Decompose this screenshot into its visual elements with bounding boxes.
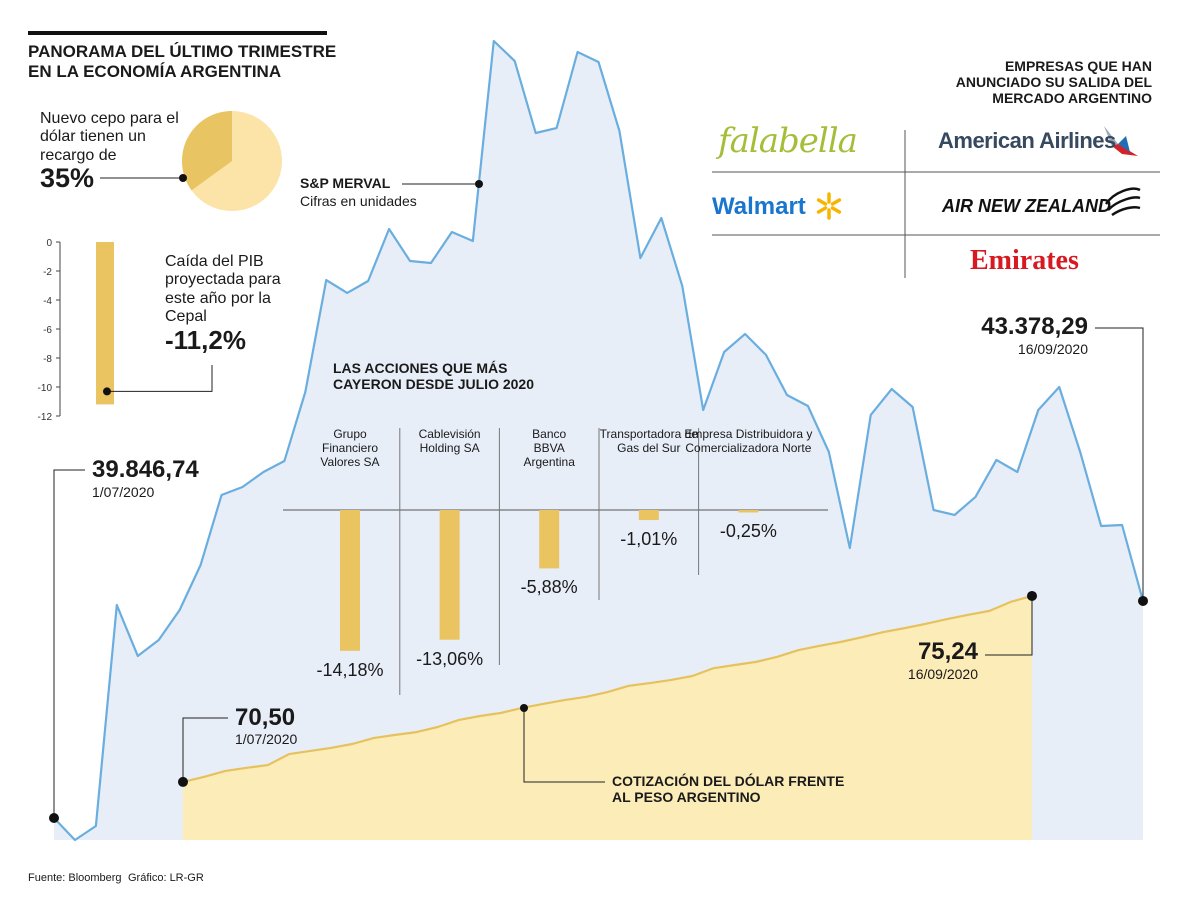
logo-shape [1118, 136, 1130, 152]
line [53, 39, 1145, 842]
logo-shape [1104, 126, 1118, 146]
company-logo: American Airlines [938, 128, 1116, 153]
pie-caption: Nuevo cepo para el dólar tienen un recar… [40, 110, 179, 164]
series-subtitle: Cifras en unidades [300, 193, 417, 209]
leader-line [1095, 327, 1144, 601]
series-title: S&P MERVAL [300, 175, 391, 191]
value-label: -13,06% [416, 648, 484, 669]
aa-logo [1104, 126, 1138, 156]
bar [638, 510, 659, 521]
leader-line [985, 595, 1033, 656]
bar [738, 510, 759, 513]
value-label: -1,01% [620, 529, 678, 550]
area-fill [183, 595, 1032, 840]
category-label: Empresa Distribuidora y Comercializadora… [684, 427, 813, 455]
spark-ray [816, 198, 828, 206]
company-logo: Walmart [712, 193, 806, 220]
company-grid [712, 130, 1160, 278]
leader-dot [103, 387, 111, 396]
leader-dot [179, 174, 187, 182]
value-label: 75,24 [917, 638, 978, 665]
y-tick-label: -2 [43, 267, 52, 278]
companies-title: EMPRESAS QUE HAN ANUNCIADO SU SALIDA DEL… [955, 58, 1152, 107]
value-label: -5,88% [520, 577, 578, 598]
bar [340, 510, 360, 651]
date-label: 16/09/2020 [907, 666, 978, 682]
pie-slice [182, 111, 232, 191]
leader-line [182, 717, 228, 782]
spark-ray [830, 198, 842, 206]
value-label: 70,50 [235, 704, 296, 731]
date-label: 16/09/2020 [1017, 341, 1088, 357]
leader-line [107, 365, 213, 392]
chart-title: LAS ACCIONES QUE MÁS CAYERON DESDE JULIO… [333, 360, 534, 393]
y-tick-label: -12 [38, 412, 53, 423]
company-logo: AIR NEW ZEALAND [942, 196, 1111, 216]
value-label: -0,25% [719, 521, 777, 542]
category-label: Transportadora de Gas del Sur [599, 427, 698, 455]
spark-ray [830, 206, 842, 214]
company-logo: Emirates [970, 245, 1079, 276]
y-tick-label: -8 [43, 354, 52, 365]
walmart-spark [816, 192, 842, 220]
air-nz-logo [1104, 187, 1141, 217]
pie-label: 35% [40, 163, 95, 193]
point-dot [178, 776, 188, 787]
y-tick-label: -6 [43, 325, 52, 336]
point-dot [1027, 590, 1037, 601]
category-label: Grupo Financiero Valores SA [320, 427, 380, 469]
value-label: -11,2% [165, 325, 246, 355]
chart-caption: Caída del PIB proyectada para este año p… [165, 253, 281, 326]
credit: Gráfico: LR-GR [128, 872, 204, 884]
point-dot [49, 813, 59, 824]
logo-shape [1112, 144, 1138, 156]
category-label: Cablevisión Holding SA [418, 427, 481, 455]
leader-dot [520, 704, 528, 712]
series-title: COTIZACIÓN DEL DÓLAR FRENTE AL PESO ARGE… [612, 773, 845, 806]
value-label: 39.846,74 [92, 456, 199, 483]
point-dot [1138, 595, 1148, 606]
bar [439, 510, 460, 640]
company-logo: falabella [718, 121, 858, 161]
bar [539, 510, 560, 569]
value-label: -14,18% [316, 659, 384, 680]
spark-ray [816, 206, 828, 214]
bar [96, 242, 114, 405]
value-label: 43.378,29 [981, 313, 1088, 340]
category-label: Banco BBVA Argentina [523, 427, 575, 469]
date-label: 1/07/2020 [92, 484, 155, 500]
leader-line [53, 469, 85, 819]
date-label: 1/07/2020 [235, 731, 298, 747]
y-tick-label: -10 [38, 383, 53, 394]
source: Fuente: Bloomberg [28, 872, 122, 884]
leader-line [523, 708, 605, 783]
y-tick-label: -4 [43, 296, 52, 307]
y-tick-label: 0 [46, 238, 52, 249]
leader-dot [475, 180, 483, 188]
line [182, 594, 1033, 784]
logo-shape [1104, 187, 1141, 217]
page-title: PANORAMA DEL ÚLTIMO TRIMESTRE EN LA ECON… [28, 42, 337, 81]
